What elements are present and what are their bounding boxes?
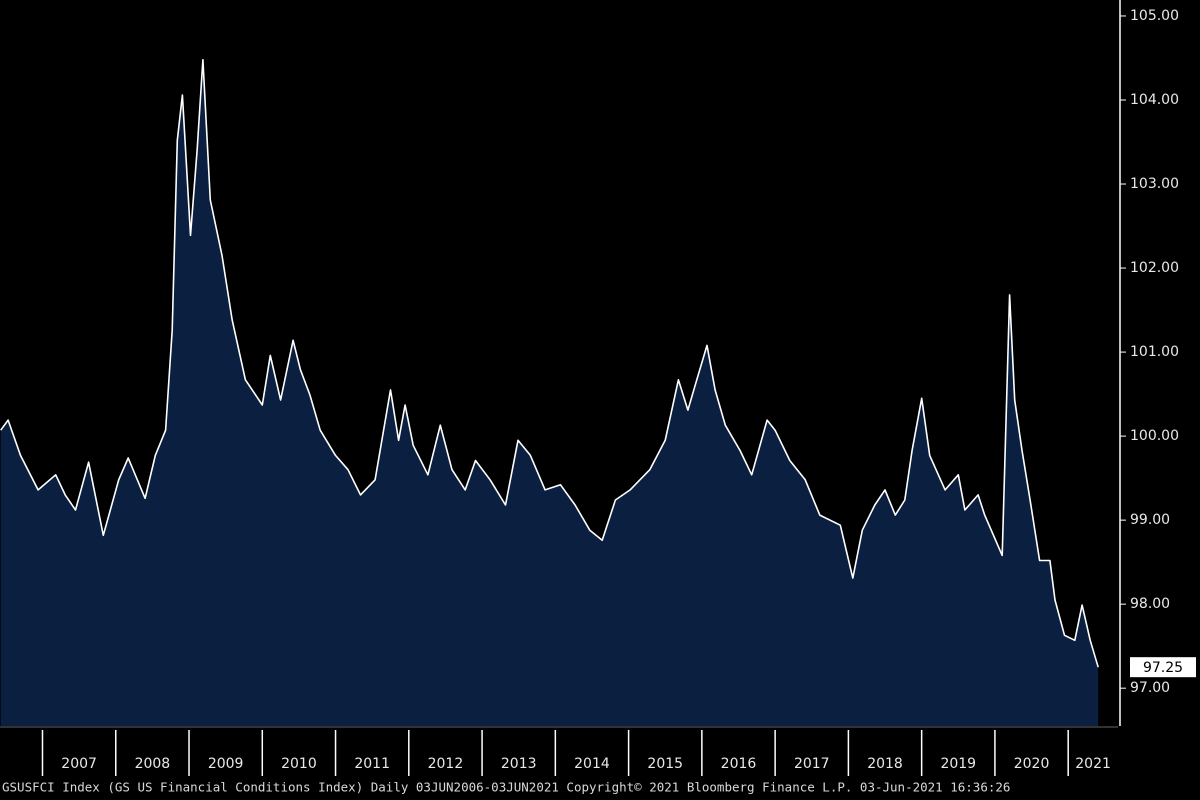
x-tick-label: 2015 [647,756,683,772]
x-tick-label: 2012 [428,756,464,772]
x-tick-label: 2008 [135,756,171,772]
y-tick-label: 104.00 [1130,92,1179,108]
y-tick-label: 99.00 [1130,512,1170,528]
footer: GSUSFCI Index (GS US Financial Condition… [2,780,1010,795]
x-tick-label: 2017 [794,756,830,772]
last-value-label: 97.25 [1143,660,1183,676]
y-tick-label: 103.00 [1130,176,1179,192]
x-tick-label: 2013 [501,756,537,772]
y-tick-label: 101.00 [1130,344,1179,360]
y-tick-label: 100.00 [1130,428,1179,444]
x-tick-label: 2010 [281,756,317,772]
x-tick-label: 2011 [354,756,390,772]
x-tick-label: 2018 [867,756,903,772]
y-tick-label: 102.00 [1130,260,1179,276]
x-tick-label: 2014 [574,756,610,772]
y-tick-label: 97.00 [1130,680,1170,696]
x-tick-label: 2016 [721,756,757,772]
area [0,59,1099,726]
last-value-box [1130,657,1196,678]
x-tick-label: 2007 [61,756,97,772]
line [0,58,1099,668]
x-tick-label: 2021 [1075,756,1111,772]
y-tick-label: 98.00 [1130,596,1170,612]
x-tick-label: 2020 [1014,756,1050,772]
x-tick-label: 2019 [940,756,976,772]
x-tick-label: 2009 [208,756,244,772]
y-tick-label: 105.00 [1130,8,1179,24]
